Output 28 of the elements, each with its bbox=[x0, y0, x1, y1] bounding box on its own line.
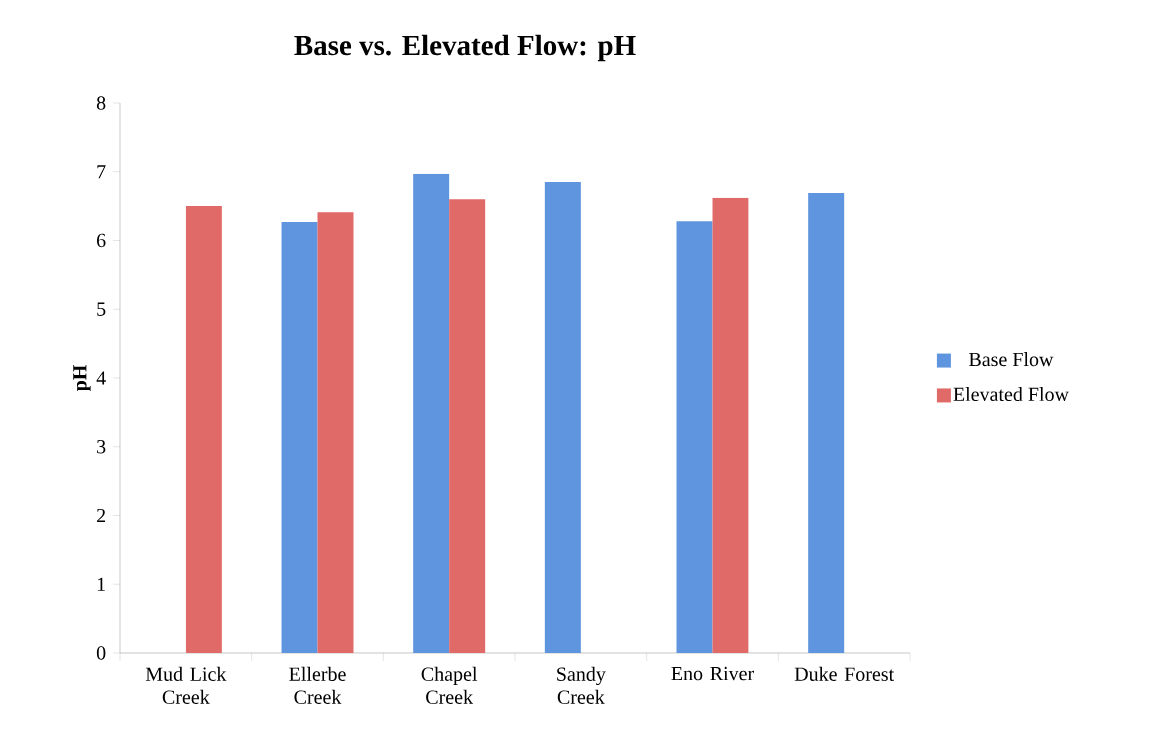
y-tick-label: 4 bbox=[96, 371, 106, 385]
bar bbox=[449, 199, 486, 653]
y-tick-label: 7 bbox=[97, 165, 106, 179]
bar bbox=[544, 182, 581, 653]
x-tick-label: Sandy Creek bbox=[557, 666, 606, 704]
y-tick-label: 5 bbox=[97, 302, 106, 316]
bar bbox=[676, 221, 713, 653]
y-tick-label: 6 bbox=[97, 233, 106, 248]
y-tick-label: 3 bbox=[97, 440, 106, 454]
bar bbox=[808, 193, 845, 653]
chart-title: Base vs. Elevated Flow: pH bbox=[294, 34, 636, 62]
x-tick-label: Duke Forest bbox=[794, 666, 895, 681]
bar bbox=[317, 212, 354, 653]
bar bbox=[712, 197, 749, 653]
legend-label: Base Flow bbox=[969, 352, 1054, 367]
legend-label: Elevated Flow bbox=[953, 386, 1069, 402]
y-tick-label: 2 bbox=[97, 508, 106, 523]
y-tick-label: 0 bbox=[96, 646, 106, 660]
y-tick-label: 1 bbox=[97, 577, 105, 591]
bar bbox=[185, 206, 222, 653]
y-axis-title: pH bbox=[73, 364, 91, 392]
bar bbox=[413, 173, 450, 653]
x-tick-label: Mud Lick Creek bbox=[145, 666, 227, 704]
x-tick-label: Eno River bbox=[671, 666, 754, 681]
y-tick-label: 8 bbox=[96, 96, 106, 110]
x-tick-label: Ellerbe Creek bbox=[289, 666, 346, 704]
x-tick-label: Chapel Creek bbox=[421, 666, 478, 704]
bar bbox=[281, 221, 318, 653]
